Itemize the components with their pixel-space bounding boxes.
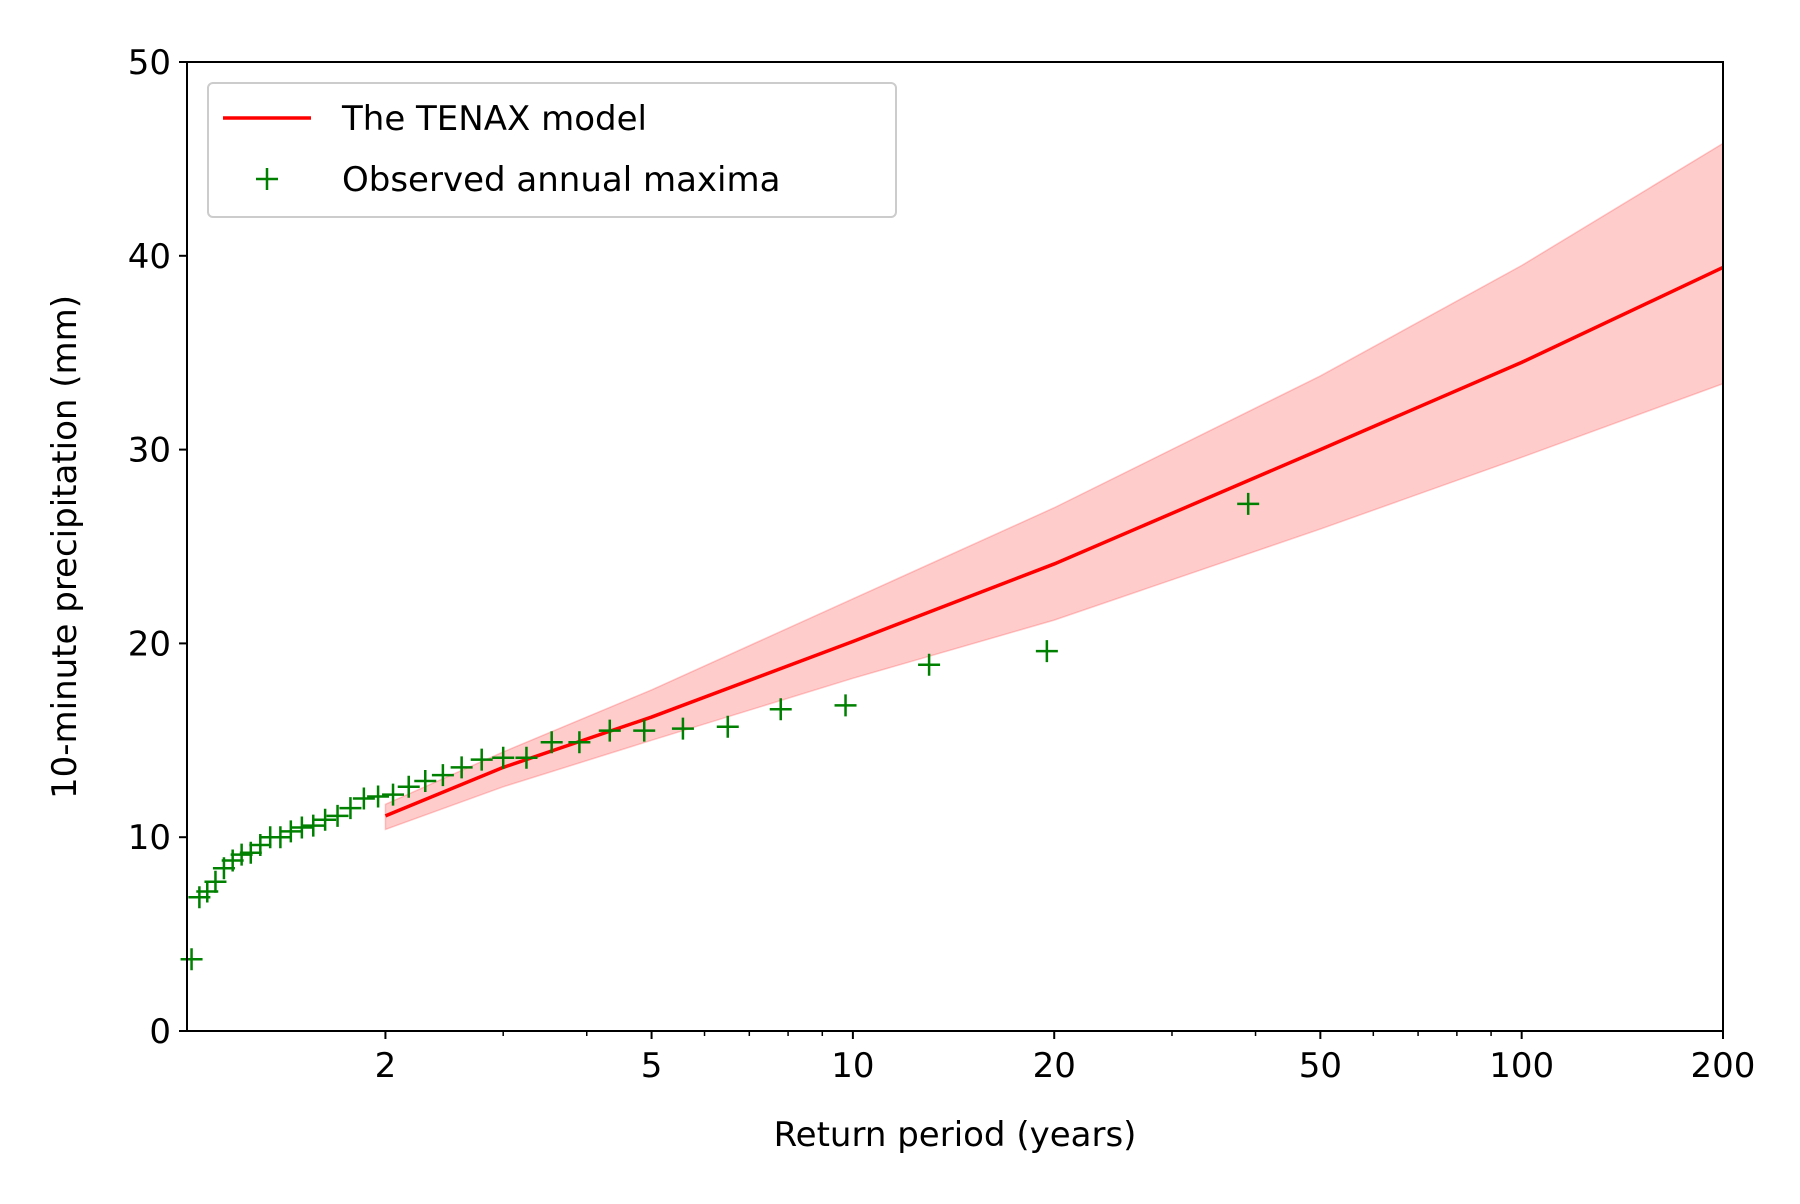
legend-box <box>207 82 897 218</box>
observed-point <box>188 886 211 909</box>
observed-point <box>834 694 857 717</box>
observed-point <box>382 783 405 806</box>
observed-point <box>352 787 375 810</box>
x-tick-label: 2 <box>375 1046 397 1086</box>
axes-frame <box>186 61 1724 1032</box>
observed-point <box>339 797 362 820</box>
observed-point <box>397 775 420 798</box>
observed-point <box>290 816 313 839</box>
observed-point <box>230 843 253 866</box>
observed-point <box>431 764 454 787</box>
legend-label: The TENAX model <box>341 99 647 139</box>
observed-point <box>1035 640 1058 663</box>
plot-area <box>180 142 1724 971</box>
y-tick-label: 50 <box>128 43 171 83</box>
observed-point <box>180 948 203 971</box>
observed-point <box>1237 492 1260 515</box>
x-tick-label: 20 <box>1033 1046 1076 1086</box>
observed-point <box>716 715 739 738</box>
observed-point <box>633 719 656 742</box>
legend-label: Observed annual maxima <box>342 160 780 200</box>
observed-point <box>598 719 621 742</box>
y-tick-label: 30 <box>128 431 171 471</box>
y-tick-label: 20 <box>128 624 171 664</box>
observed-point <box>568 731 591 754</box>
x-tick-label: 200 <box>1691 1046 1756 1086</box>
observed-point <box>470 748 493 771</box>
confidence-band <box>384 142 1724 831</box>
y-tick-label: 40 <box>128 237 171 277</box>
observed-point <box>492 746 515 769</box>
observed-point <box>302 814 325 837</box>
observed-point <box>450 756 473 779</box>
observed-point <box>314 808 337 831</box>
x-tick-label: 50 <box>1299 1046 1342 1086</box>
observed-point <box>540 731 563 754</box>
x-tick-label: 100 <box>1489 1046 1554 1086</box>
observed-point <box>367 785 390 808</box>
y-axis-label: 10-minute precipitation (mm) <box>45 295 85 799</box>
legend-marker <box>256 168 278 190</box>
y-tick-label: 0 <box>149 1012 171 1052</box>
y-tick-label: 10 <box>128 818 171 858</box>
observed-point <box>918 653 941 676</box>
observed-point <box>515 746 538 769</box>
legend: The TENAX model Observed annual maxima <box>207 82 897 218</box>
model-line <box>384 265 1724 818</box>
observed-point <box>279 820 302 843</box>
x-tick-label: 5 <box>641 1046 663 1086</box>
observed-point <box>326 804 349 827</box>
observed-point <box>769 698 792 721</box>
observed-point <box>212 857 235 880</box>
x-axis-label: Return period (years) <box>774 1115 1137 1155</box>
observed-point <box>671 717 694 740</box>
observed-point <box>239 841 262 864</box>
observed-point <box>414 769 437 792</box>
x-tick-label: 10 <box>831 1046 874 1086</box>
